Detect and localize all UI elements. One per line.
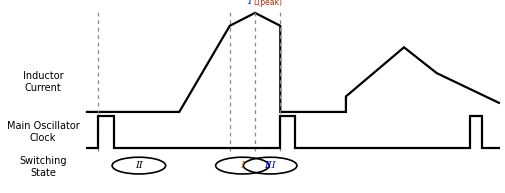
Text: III: III <box>264 161 276 170</box>
Text: I: I <box>247 0 252 6</box>
Text: Inductor
Current: Inductor Current <box>23 71 63 93</box>
Text: L(peak): L(peak) <box>254 0 282 7</box>
Text: I: I <box>240 161 244 170</box>
Text: Switching
State: Switching State <box>19 157 67 178</box>
Text: II: II <box>135 161 143 170</box>
Text: Main Oscillator
Clock: Main Oscillator Clock <box>7 121 79 143</box>
